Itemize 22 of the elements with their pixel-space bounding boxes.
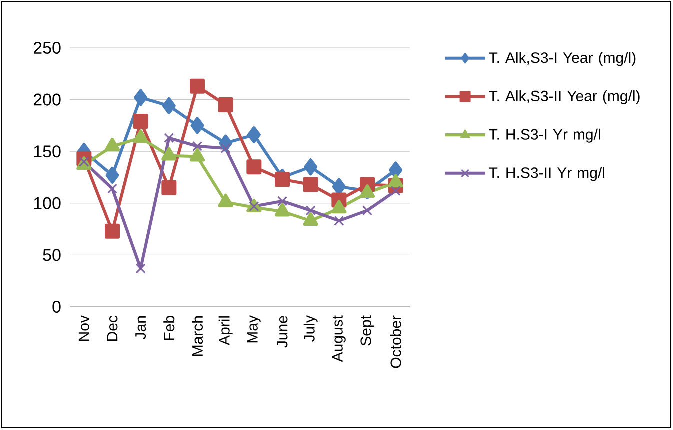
legend-label: T. H.S3-I Yr mg/l (489, 128, 600, 143)
x-tick-label: June (277, 316, 288, 348)
x-tick-label: August (332, 316, 346, 362)
legend-label: T. H.S3-II Yr mg/l (489, 167, 604, 182)
x-tick-label: October (390, 316, 402, 368)
y-tick-label: 150 (34, 146, 61, 158)
legend-label: T. Alk,S3-I Year (mg/l) (489, 52, 636, 66)
x-tick-label: May (247, 316, 261, 343)
x-tick-label: July (304, 316, 318, 342)
x-tick-label: April (218, 316, 233, 346)
y-tick-label: 250 (34, 42, 61, 54)
x-tick-label: Nov (78, 316, 90, 341)
y-tick-label: 200 (34, 94, 61, 106)
x-tick-label: Jan (136, 316, 146, 340)
y-tick-label: 50 (43, 249, 61, 262)
x-tick-label: Feb (164, 316, 175, 340)
y-tick-label: 0 (52, 300, 61, 314)
x-tick-label: March (192, 316, 204, 356)
x-tick-label: Dec (107, 316, 118, 341)
y-tick-label: 100 (34, 197, 61, 210)
x-tick-label: Sept (360, 316, 374, 346)
legend-label: T. Alk,S3-II Year (mg/l) (489, 90, 640, 105)
